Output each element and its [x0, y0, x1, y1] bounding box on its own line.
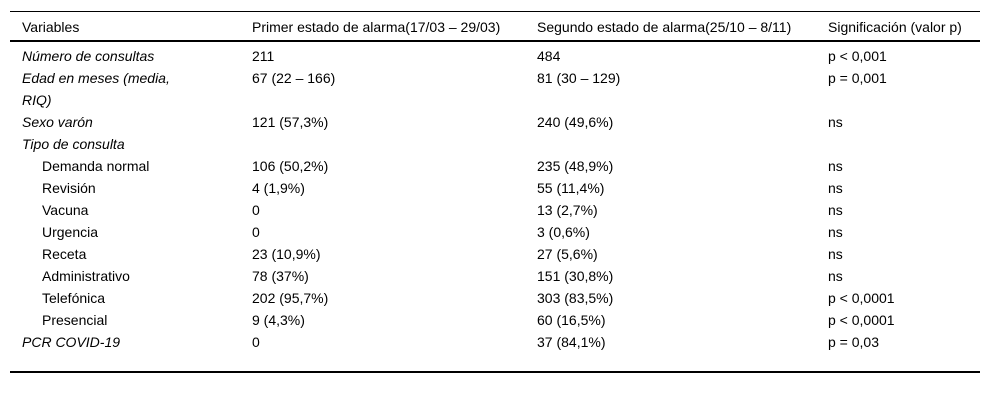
table-row: Telefónica 202 (95,7%) 303 (83,5%) p < 0…	[10, 287, 980, 309]
cell-primer-estado: 106 (50,2%)	[252, 158, 329, 174]
cell-primer-estado: 78 (37%)	[252, 268, 309, 284]
cell-segundo-estado: 55 (11,4%)	[537, 180, 605, 196]
cell-segundo-estado: 3 (0,6%)	[537, 224, 590, 240]
table-row: Presencial 9 (4,3%) 60 (16,5%) p < 0,000…	[10, 309, 980, 331]
cell-variable: Receta	[42, 246, 87, 262]
cell-significacion: ns	[828, 202, 843, 218]
cell-significacion: p < 0,001	[828, 48, 887, 64]
cell-variable: Tipo de consulta	[22, 136, 125, 152]
cell-variable: Administrativo	[42, 268, 130, 284]
cell-significacion: ns	[828, 224, 843, 240]
results-table: Variables Primer estado de alarma(17/03 …	[10, 11, 980, 373]
cell-segundo-estado: 235 (48,9%)	[537, 158, 614, 174]
cell-segundo-estado: 151 (30,8%)	[537, 268, 614, 284]
cell-significacion: p < 0,0001	[828, 312, 895, 328]
cell-primer-estado: 0	[252, 334, 260, 350]
cell-primer-estado: 211	[252, 48, 275, 64]
table-body: Número de consultas 211 484 p < 0,001 Ed…	[10, 41, 980, 372]
table-row: Revisión 4 (1,9%) 55 (11,4%) ns	[10, 177, 980, 199]
cell-primer-estado	[252, 133, 537, 155]
cell-significacion: ns	[828, 180, 843, 196]
cell-variable: Presencial	[42, 312, 108, 328]
table-row: Sexo varón 121 (57,3%) 240 (49,6%) ns	[10, 111, 980, 133]
cell-significacion: ns	[828, 268, 843, 284]
results-table-container: Variables Primer estado de alarma(17/03 …	[10, 11, 980, 373]
cell-primer-estado: 4 (1,9%)	[252, 180, 305, 196]
table-row: Demanda normal 106 (50,2%) 235 (48,9%) n…	[10, 155, 980, 177]
cell-primer-estado: 0	[252, 224, 260, 240]
cell-significacion: p = 0,03	[828, 334, 879, 350]
cell-significacion	[828, 133, 980, 155]
cell-variable: Demanda normal	[42, 158, 150, 174]
table-row: Receta 23 (10,9%) 27 (5,6%) ns	[10, 243, 980, 265]
cell-variable: Número de consultas	[22, 48, 155, 64]
header-row: Variables Primer estado de alarma(17/03 …	[10, 11, 980, 42]
table-row: Edad en meses (media, RIQ) 67 (22 – 166)…	[10, 67, 980, 111]
cell-variable: Telefónica	[42, 290, 106, 306]
cell-segundo-estado: 60 (16,5%)	[537, 312, 606, 328]
cell-segundo-estado: 37 (84,1%)	[537, 334, 606, 350]
table-row: Tipo de consulta	[10, 133, 980, 155]
table-row: Administrativo 78 (37%) 151 (30,8%) ns	[10, 265, 980, 287]
cell-variable: Urgencia	[42, 224, 99, 240]
cell-primer-estado: 202 (95,7%)	[252, 290, 329, 306]
column-header-primer-estado: Primer estado de alarma(17/03 – 29/03)	[252, 11, 537, 42]
table-row: Vacuna 0 13 (2,7%) ns	[10, 199, 980, 221]
column-header-segundo-estado: Segundo estado de alarma(25/10 – 8/11)	[537, 11, 828, 42]
cell-segundo-estado: 27 (5,6%)	[537, 246, 598, 262]
cell-primer-estado: 67 (22 – 166)	[252, 70, 336, 86]
cell-segundo-estado: 303 (83,5%)	[537, 290, 614, 306]
cell-segundo-estado: 484	[537, 48, 561, 64]
cell-significacion: p < 0,0001	[828, 290, 895, 306]
cell-significacion: ns	[828, 246, 843, 262]
table-row: Número de consultas 211 484 p < 0,001	[10, 41, 980, 67]
cell-significacion: ns	[828, 158, 843, 174]
cell-primer-estado: 23 (10,9%)	[252, 246, 321, 262]
table-row: PCR COVID-19 0 37 (84,1%) p = 0,03	[10, 331, 980, 372]
table-row: Urgencia 0 3 (0,6%) ns	[10, 221, 980, 243]
cell-significacion: ns	[828, 114, 843, 130]
cell-segundo-estado: 81 (30 – 129)	[537, 70, 621, 86]
column-header-significacion: Significación (valor p)	[828, 11, 980, 42]
cell-significacion: p = 0,001	[828, 70, 887, 86]
cell-variable: Revisión	[42, 180, 96, 196]
cell-variable: Edad en meses (media, RIQ)	[22, 70, 170, 108]
cell-variable: Vacuna	[42, 202, 89, 218]
cell-segundo-estado	[537, 133, 828, 155]
cell-primer-estado: 121 (57,3%)	[252, 114, 329, 130]
cell-variable: PCR COVID-19	[22, 334, 121, 350]
cell-primer-estado: 0	[252, 202, 260, 218]
cell-variable: Sexo varón	[22, 114, 93, 130]
column-header-variables: Variables	[10, 11, 252, 42]
cell-primer-estado: 9 (4,3%)	[252, 312, 305, 328]
cell-segundo-estado: 240 (49,6%)	[537, 114, 614, 130]
cell-segundo-estado: 13 (2,7%)	[537, 202, 598, 218]
